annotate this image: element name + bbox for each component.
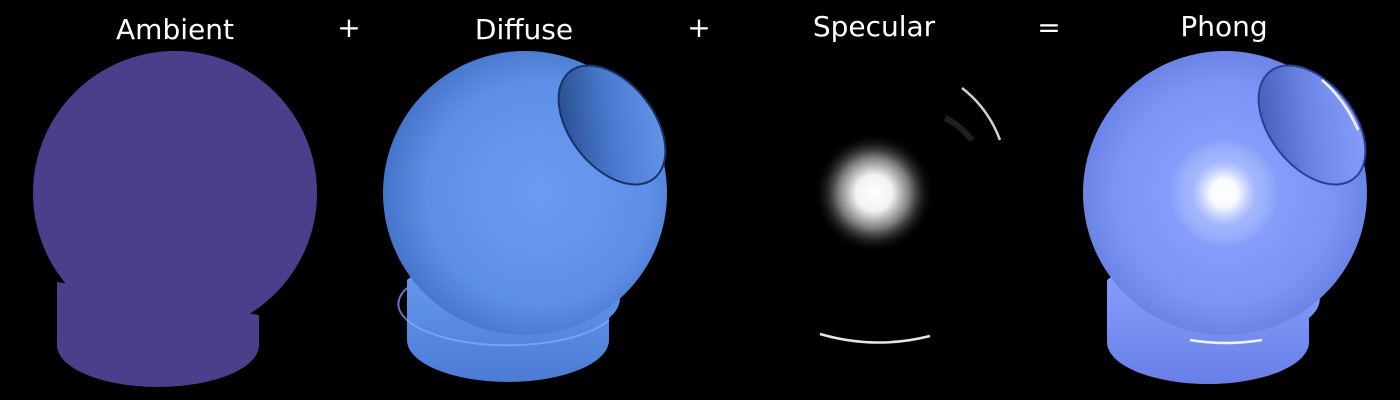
diffuse-cavity	[558, 65, 666, 185]
specular-rim-top	[961, 87, 1002, 141]
diffuse-label: Diffuse	[474, 13, 574, 46]
equals-operator: =	[1037, 11, 1061, 44]
specular-object	[814, 87, 1002, 344]
specular-label: Specular	[812, 10, 936, 43]
diffuse-cavity-rim	[557, 64, 667, 186]
specular-rim-inner	[943, 115, 975, 142]
phong-highlight	[1169, 138, 1279, 248]
diffuse-base-rim	[397, 287, 610, 347]
specular-highlight	[814, 133, 934, 253]
ambient-sphere	[33, 51, 317, 335]
phong-cavity	[1258, 65, 1366, 185]
diffuse-object	[383, 51, 667, 382]
phong-cavity-rim	[1257, 64, 1367, 186]
phong-base-highlight	[1189, 338, 1263, 345]
phong-rim-highlight	[1321, 79, 1360, 131]
specular-base-rim	[819, 332, 931, 344]
phong-object	[1083, 51, 1367, 384]
ambient-label: Ambient	[116, 13, 234, 46]
plus-operator-1: +	[337, 11, 361, 44]
ambient-object	[33, 51, 317, 387]
plus-operator-2: +	[687, 11, 711, 44]
phong-label: Phong	[1180, 10, 1268, 43]
